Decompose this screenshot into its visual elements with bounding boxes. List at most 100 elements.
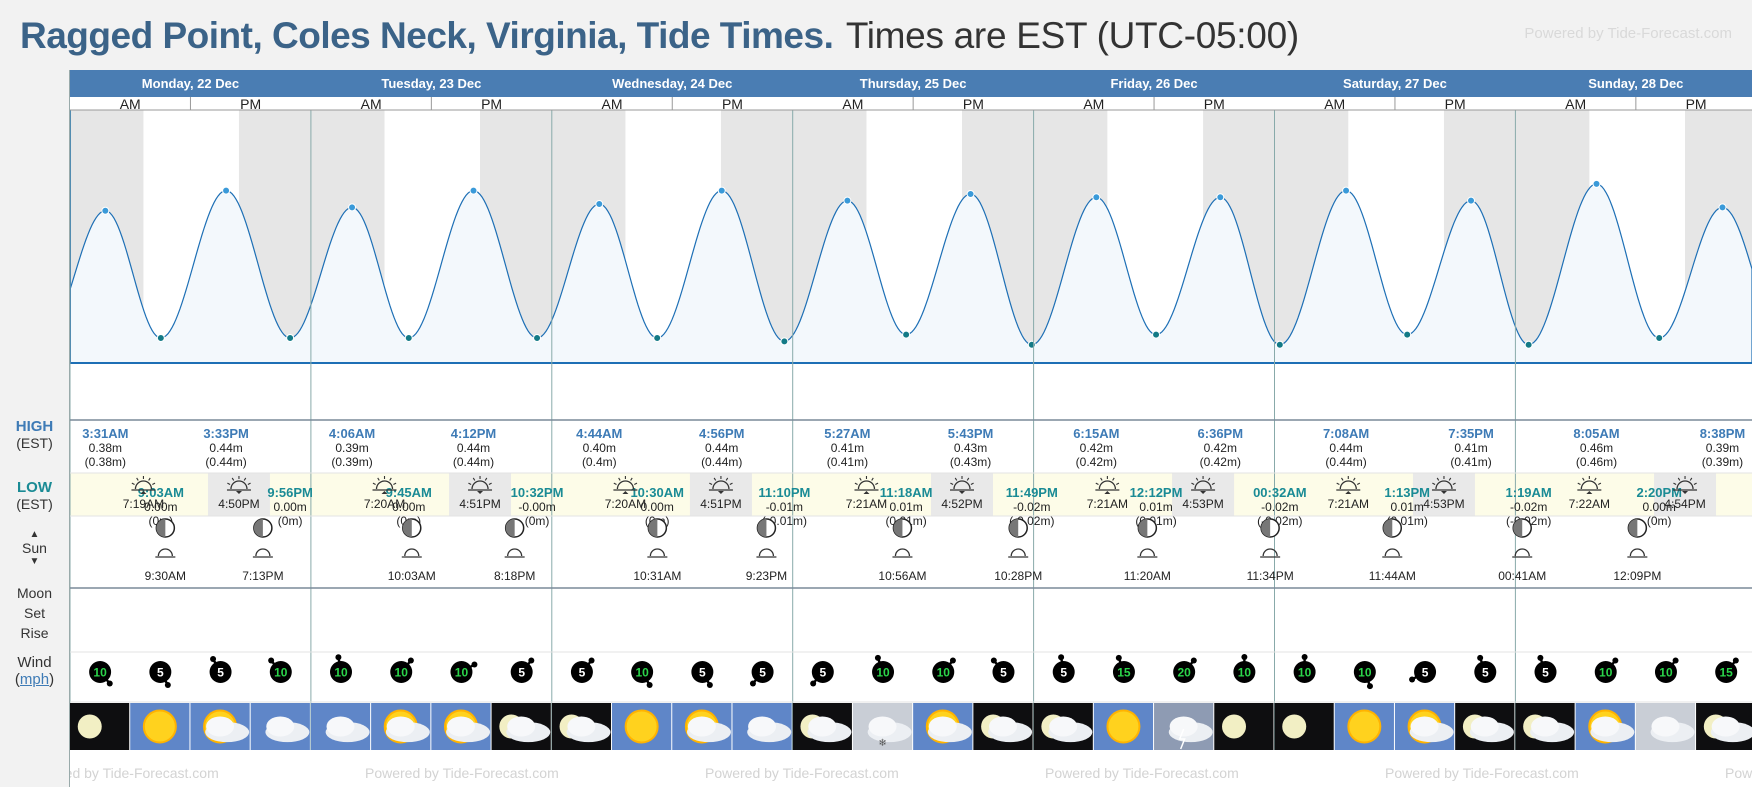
day-header-label: Wednesday, 24 Dec	[612, 76, 732, 91]
low-tide-time: 10:30AM	[630, 485, 683, 500]
sunny-weather-icon	[612, 703, 672, 750]
sunrise-time: 7:21AM	[846, 497, 887, 511]
low-tide-point	[1403, 330, 1412, 339]
sun-direction-arrow	[1586, 491, 1593, 494]
day-header-label: Sunday, 28 Dec	[1588, 76, 1683, 91]
sunset-cell	[207, 473, 270, 516]
wind-speed-badge	[269, 661, 292, 683]
low-tide-point	[286, 334, 295, 342]
wind-arrow-head	[1058, 654, 1065, 661]
low-tide-point	[653, 334, 662, 342]
high-tide-height: 0.42m	[1204, 441, 1237, 455]
low-tide-height: 0.00m	[641, 500, 674, 514]
sun-ray	[247, 482, 251, 485]
sun-ray	[1095, 482, 1099, 485]
sun-ray	[950, 482, 954, 485]
am-label: AM	[361, 96, 382, 112]
low-row-label: LOW (EST)	[0, 479, 69, 513]
high-tide-point	[1467, 196, 1476, 205]
sun-icon	[142, 709, 177, 744]
high-tide-time: 7:08AM	[1323, 426, 1369, 441]
high-tide-height: 0.44m	[1329, 441, 1362, 455]
wind-speed-badge	[872, 661, 895, 683]
wind-speed-value: 10	[635, 666, 649, 680]
moonrise-icon	[1382, 548, 1403, 558]
sun-ray	[1689, 477, 1693, 481]
low-tide-point	[1027, 340, 1036, 349]
day-header-label: Monday, 22 Dec	[142, 76, 239, 91]
low-tide-time: 11:18AM	[880, 485, 933, 500]
sunset-cell	[689, 473, 752, 516]
moon-label: Moon	[16, 585, 53, 601]
high-tide-point	[1718, 203, 1727, 212]
high-tide-time: 4:12PM	[451, 426, 497, 441]
cloud-puff	[266, 716, 295, 737]
sun-band	[1274, 473, 1516, 516]
cloud-puff	[1049, 716, 1078, 737]
moonrise-time: 10:31AM	[633, 569, 681, 583]
moon-arc	[1384, 548, 1400, 557]
cloud-puff	[1591, 716, 1620, 737]
sun-ray	[484, 477, 488, 481]
wind-speed-badge	[1173, 661, 1196, 683]
wind-arrow-head	[1190, 657, 1197, 664]
pm-label: PM	[963, 96, 984, 112]
sun-direction-arrow	[717, 491, 724, 494]
moon-shadow	[1009, 519, 1019, 537]
sun-ray	[613, 482, 617, 485]
am-label: AM	[1565, 96, 1586, 112]
sun-ray	[729, 482, 733, 485]
day-header-bar	[0, 70, 1752, 97]
high-tide-height: 0.41m	[1454, 441, 1487, 455]
high-tide-height: 0.43m	[954, 441, 987, 455]
sun-down-arrow-icon: ▼	[29, 556, 40, 567]
row-label-column: HIGH (EST) LOW (EST) ▲ Sun ▼ Moon Set Ri…	[0, 70, 70, 787]
sun-arc	[134, 480, 153, 490]
wind-indicator: 5	[990, 657, 1015, 683]
wind-indicator: 10	[1594, 657, 1619, 683]
moon-shadow	[757, 519, 767, 537]
wind-indicator: 10	[390, 657, 414, 683]
moon-shadow	[893, 519, 903, 537]
moonrise-icon	[401, 548, 422, 558]
sun-ray	[152, 482, 156, 485]
moon-arc	[1262, 548, 1278, 557]
moonset-time: 7:13PM	[242, 569, 283, 583]
wind-speed-value: 10	[1238, 666, 1252, 680]
moon-phase-icon	[1137, 518, 1158, 538]
wind-speed-badge	[1353, 661, 1376, 683]
wind-arrow-head	[210, 656, 217, 663]
wind-speed-value: 15	[1117, 666, 1131, 680]
sun-direction-arrow	[863, 491, 870, 494]
wind-speed-badge	[1233, 661, 1256, 683]
day-header-label: Saturday, 27 Dec	[1343, 76, 1447, 91]
high-tide-height: 0.39m	[335, 441, 368, 455]
sun-arc	[616, 480, 635, 490]
sun-ray	[954, 477, 958, 481]
high-tide-height-alt: (0.42m)	[1076, 455, 1117, 469]
sun-ray	[1341, 477, 1344, 481]
sunset-time: 4:51PM	[459, 497, 500, 511]
sunset-icon	[1673, 476, 1698, 494]
sun-direction-arrow	[235, 491, 242, 494]
moonset-icon	[1260, 548, 1281, 558]
sunset-cell	[1412, 473, 1475, 516]
wind-speed-value: 5	[217, 666, 224, 680]
wind-indicator: 5	[1052, 654, 1075, 683]
wind-unit-link[interactable]: mph	[19, 671, 50, 688]
moon-cloud-weather-icon	[973, 703, 1033, 750]
moon-phase-icon	[892, 518, 913, 538]
cloud-puff	[988, 716, 1017, 737]
wind-speed-value: 10	[93, 666, 107, 680]
wind-speed-badge	[1052, 661, 1075, 683]
high-tide-point	[1092, 193, 1101, 202]
sun-ray	[488, 482, 492, 485]
wind-speed-badge	[89, 661, 112, 683]
moonset-time: 9:23PM	[746, 569, 787, 583]
sun-ray	[243, 477, 247, 481]
sun-ray	[1598, 482, 1602, 485]
sun-band	[310, 473, 552, 516]
high-tide-height: 0.38m	[89, 441, 122, 455]
sun-ray	[1356, 482, 1361, 485]
sun-icon	[624, 709, 659, 744]
